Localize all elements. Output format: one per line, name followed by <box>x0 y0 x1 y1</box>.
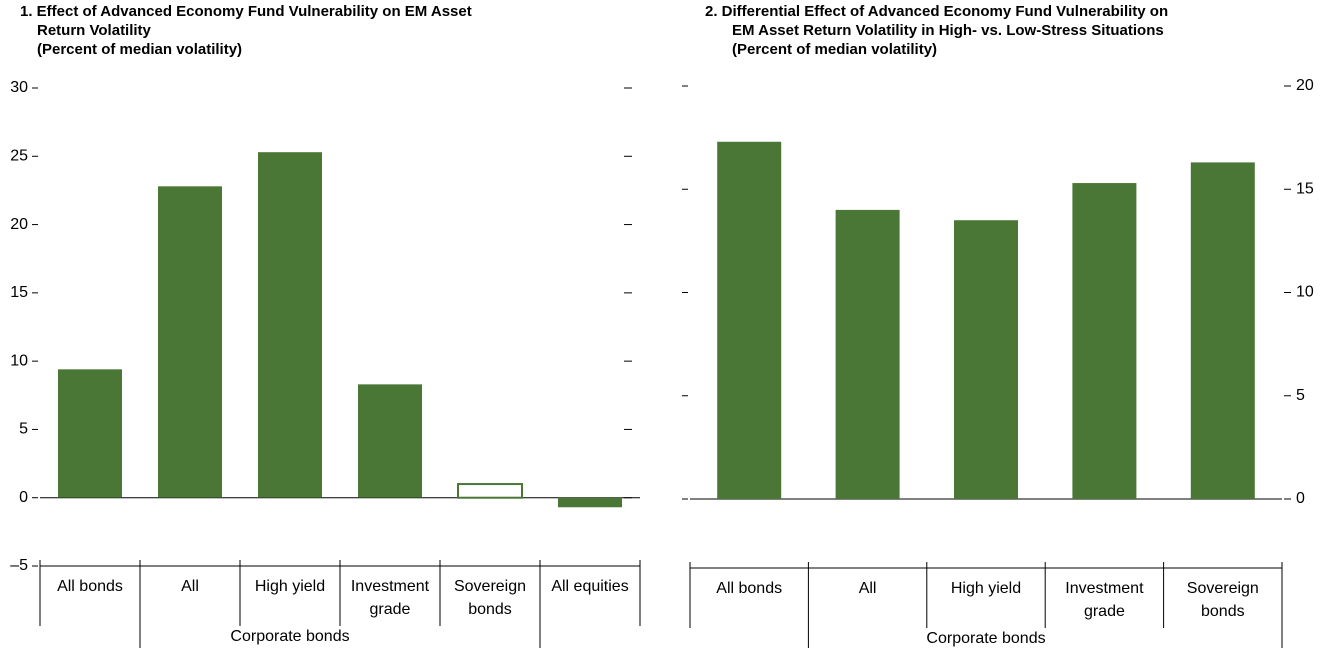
y-tick-label: 30 <box>10 79 28 96</box>
y-tick-label: 5 <box>1296 387 1305 404</box>
chart-subtitle: (Percent of median volatility) <box>37 41 242 58</box>
x-tick-label: All equities <box>551 578 628 595</box>
x-tick-label: All bonds <box>716 580 782 597</box>
x-tick-label: bonds <box>1201 603 1245 620</box>
y-tick-label: 15 <box>10 284 28 301</box>
x-tick-label: grade <box>370 601 411 618</box>
x-tick-label: Sovereign <box>1187 580 1259 597</box>
chart-subtitle: (Percent of median volatility) <box>732 41 937 58</box>
x-tick-label: Investment <box>351 578 430 595</box>
y-tick-label: 20 <box>1296 77 1314 94</box>
bar <box>717 141 782 499</box>
x-tick-label: grade <box>1084 603 1125 620</box>
chart-title: 1. Effect of Advanced Economy Fund Vulne… <box>20 3 472 20</box>
y-tick-label: 0 <box>19 489 28 506</box>
y-tick-label: 20 <box>10 216 28 233</box>
y-tick-label: 0 <box>1296 490 1305 507</box>
group-label: Corporate bonds <box>230 628 349 645</box>
bar <box>1190 162 1255 499</box>
bar <box>457 483 523 499</box>
x-tick-label: High yield <box>255 578 325 595</box>
y-tick-label: 5 <box>19 421 28 438</box>
bar <box>1072 183 1137 499</box>
chart-title: EM Asset Return Volatility in High- vs. … <box>732 22 1164 39</box>
x-tick-label: All <box>181 578 199 595</box>
x-tick-label: bonds <box>468 601 512 618</box>
bar <box>835 209 900 499</box>
y-tick-label: 25 <box>10 148 28 165</box>
x-tick-label: All bonds <box>57 578 123 595</box>
group-label: Corporate bonds <box>926 630 1045 647</box>
bar <box>58 369 122 498</box>
chart-title: Return Volatility <box>37 22 152 39</box>
x-tick-label: All <box>859 580 877 597</box>
chart-title: 2. Differential Effect of Advanced Econo… <box>705 3 1168 20</box>
y-tick-label: –5 <box>10 557 28 574</box>
bar <box>358 384 422 498</box>
x-tick-label: Sovereign <box>454 578 526 595</box>
bar <box>158 186 222 498</box>
bar <box>558 497 622 508</box>
y-tick-label: 15 <box>1296 180 1314 197</box>
x-tick-label: High yield <box>951 580 1021 597</box>
y-tick-label: 10 <box>10 352 28 369</box>
x-tick-label: Investment <box>1065 580 1144 597</box>
bar <box>258 152 322 498</box>
bar <box>954 220 1018 499</box>
y-tick-label: 10 <box>1296 284 1314 301</box>
